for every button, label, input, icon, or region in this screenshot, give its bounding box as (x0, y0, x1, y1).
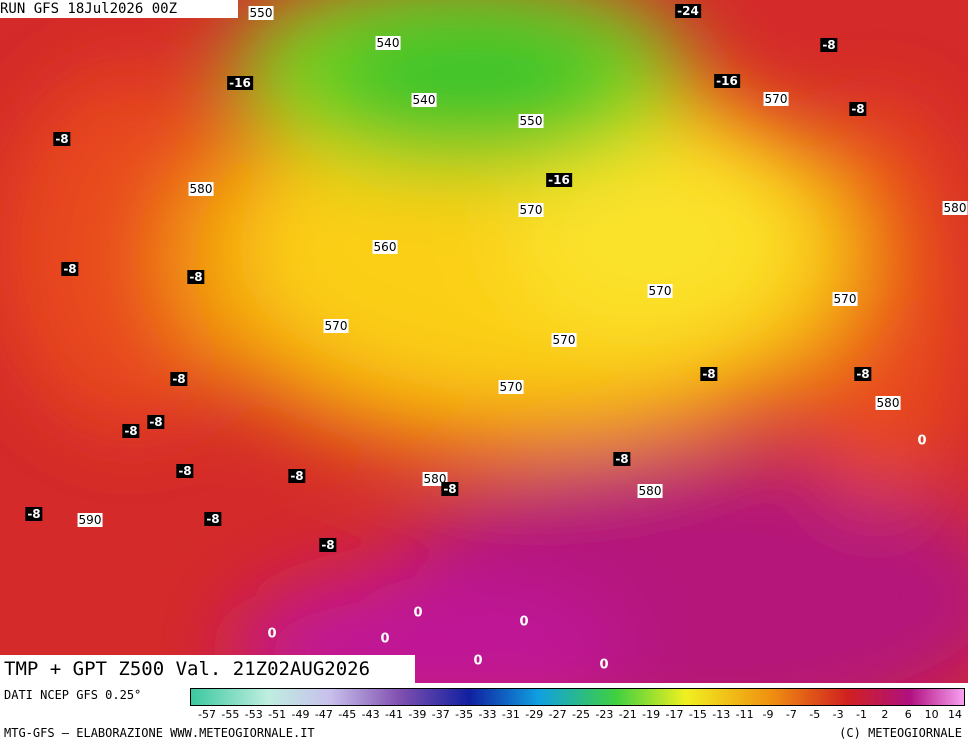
zero-label: 0 (917, 433, 927, 449)
zero-label: 0 (267, 626, 277, 642)
contour-label: 580 (188, 182, 214, 196)
colorbar-tick: -47 (314, 708, 333, 721)
colorbar-tick: -53 (244, 708, 263, 721)
credit: MTG-GFS — ELABORAZIONE WWW.METEOGIORNALE… (4, 726, 315, 740)
temperature-label: -8 (700, 367, 718, 381)
colorbar-tick: -45 (338, 708, 357, 721)
temperature-label: -8 (204, 512, 222, 526)
contour-label: 580 (637, 484, 663, 498)
contour-label: 560 (372, 240, 398, 254)
colorbar-tick: -13 (712, 708, 731, 721)
colorbar-tick: -43 (361, 708, 380, 721)
colorbar (190, 688, 965, 706)
colorbar-tick: -11 (735, 708, 754, 721)
zero-label: 0 (473, 653, 483, 669)
temperature-label: -8 (187, 270, 205, 284)
temperature-label: -8 (53, 132, 71, 146)
product-title: TMP + GPT Z500 Val. 21Z02AUG2026 (0, 655, 415, 683)
temperature-label: -8 (176, 464, 194, 478)
temperature-label: -8 (820, 38, 838, 52)
zero-label: 0 (413, 605, 423, 621)
temperature-label: -8 (25, 507, 43, 521)
temperature-label: -8 (61, 262, 79, 276)
contour-label: 570 (832, 292, 858, 306)
colorbar-tick: -39 (408, 708, 427, 721)
zero-label: 0 (599, 657, 609, 673)
run-label: RUN GFS 18Jul2026 00Z (0, 0, 238, 18)
temperature-label: -8 (319, 538, 337, 552)
temperature-label: -24 (675, 4, 701, 18)
contour-label: 550 (248, 6, 274, 20)
colorbar-tick: -27 (548, 708, 567, 721)
colorbar-tick: 14 (948, 708, 962, 721)
copyright: (C) METEOGIORNALE (839, 726, 962, 740)
colorbar-tick: -35 (455, 708, 474, 721)
contour-label: 570 (518, 203, 544, 217)
colorbar-tick: -17 (665, 708, 684, 721)
colorbar-tick: -23 (595, 708, 614, 721)
colorbar-source: DATI NCEP GFS 0.25° (4, 688, 142, 702)
zero-label: 0 (380, 631, 390, 647)
colorbar-tick: -55 (221, 708, 240, 721)
colorbar-tick: -3 (832, 708, 844, 721)
colorbar-tick: -41 (385, 708, 403, 721)
colorbar-tick: 10 (924, 708, 939, 721)
temperature-label: -16 (546, 173, 572, 187)
colorbar-tick: 2 (881, 708, 889, 721)
temperature-label: -8 (613, 452, 631, 466)
contour-label: 570 (763, 92, 789, 106)
colorbar-tick: -57 (198, 708, 216, 721)
temperature-label: -8 (147, 415, 165, 429)
colorbar-tick: -31 (501, 708, 520, 721)
temperature-label: -8 (441, 482, 459, 496)
temperature-label: -8 (122, 424, 140, 438)
colorbar-tick: -51 (268, 708, 287, 721)
colorbar-tick: -21 (618, 708, 637, 721)
temperature-label: -16 (227, 76, 253, 90)
temperature-label: -8 (170, 372, 188, 386)
colorbar-tick: -15 (688, 708, 707, 721)
temperature-label: -8 (854, 367, 872, 381)
colorbar-tick: -25 (572, 708, 590, 721)
colorbar-tick: -33 (478, 708, 497, 721)
contour-label: 580 (942, 201, 968, 215)
contour-label: 570 (647, 284, 673, 298)
temperature-label: -16 (714, 74, 740, 88)
colorbar-tick: -49 (291, 708, 310, 721)
contour-label: 550 (518, 114, 544, 128)
contour-label: 540 (411, 93, 437, 107)
contour-label: 580 (422, 472, 448, 486)
colorbar-tick: -9 (762, 708, 774, 721)
colorbar-tick: 6 (904, 708, 912, 721)
zero-label: 0 (519, 614, 529, 630)
contour-label: 590 (77, 513, 103, 527)
colorbar-tick: -1 (856, 708, 867, 721)
colorbar-tick: -7 (785, 708, 797, 721)
colorbar-tick: -29 (525, 708, 544, 721)
contour-label: 540 (375, 36, 401, 50)
contour-label: 570 (498, 380, 524, 394)
colorbar-tick: -5 (809, 708, 821, 721)
contour-label: 580 (875, 396, 901, 410)
map-field (0, 0, 968, 683)
contour-label: 570 (551, 333, 577, 347)
colorbar-tick: -19 (642, 708, 661, 721)
colorbar-tick: -37 (431, 708, 450, 721)
temperature-label: -8 (849, 102, 867, 116)
temperature-label: -8 (288, 469, 306, 483)
contour-label: 570 (323, 319, 349, 333)
